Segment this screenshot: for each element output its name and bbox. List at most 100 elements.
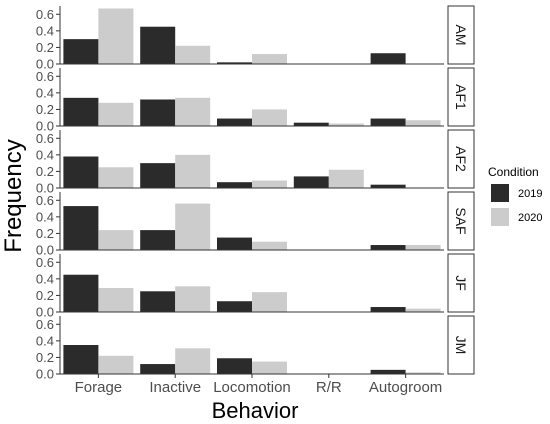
bar-af2-2019-rr [293,176,329,188]
facet-panel-af2: 0.0 0.2 0.40.6 AF2 [36,129,475,196]
y-tick-label: 0.0 [36,57,54,72]
x-axis-title: Behavior [212,398,299,423]
y-axis-title: Frequency [0,139,27,252]
bar-af2-2019-inactive [140,163,176,188]
y-tick-label: 0.4 [36,85,54,100]
y-tick-label: 0.4 [36,271,54,286]
facet-panel-jm: 0.0 0.2 0.40.6 JM [36,315,475,382]
bar-af2-2020-inactive [175,154,211,188]
x-tick-label: Forage [75,379,123,396]
bar-jm-2020-forage [98,355,134,374]
y-tick-label: 0.4 [36,209,54,224]
bar-saf-2019-forage [63,206,99,250]
y-tick-label: 0.2 [36,40,54,55]
facet-strip [447,315,475,375]
bar-jf-2019-forage [63,274,99,312]
bar-jf-2019-autogroom [370,307,406,312]
facet-panel-jf: 0.0 0.2 0.40.6 JF [36,253,475,320]
y-tick-label: 0.6 [36,193,54,208]
y-tick-label: 0.2 [36,102,54,117]
bar-af1-2019-locomotion [217,118,252,126]
bar-jf-2020-locomotion [252,292,287,312]
y-tick-label: 0.4 [36,147,54,162]
facet-panel-af1: 0.0 0.2 0.40.6 AF1 [36,67,475,134]
bar-am-2019-autogroom [370,53,406,64]
bar-am-2019-locomotion [217,62,252,64]
bar-af1-2019-rr [293,122,329,126]
y-tick-label: 0.2 [36,350,54,365]
bar-jf-2019-inactive [140,291,176,312]
legend-key-2020 [491,208,509,226]
bar-saf-2019-locomotion [217,237,252,250]
legend-title: Condition [488,165,539,179]
legend: Condition 2019 2020 [488,165,542,226]
legend-label: 2019 [518,188,542,200]
legend-label: 2020 [518,212,542,224]
facet-strip-label: SAF [453,207,469,234]
bar-jm-2020-inactive [175,348,211,374]
bar-af1-2020-autogroom [405,120,441,126]
y-tick-label: 0.6 [36,317,54,332]
facet-strip [447,67,475,127]
bar-af2-2019-autogroom [370,184,406,188]
bar-af1-2019-autogroom [370,118,406,126]
bar-jm-2019-autogroom [370,369,406,374]
facet-strip [447,5,475,65]
bar-saf-2020-locomotion [252,241,287,250]
y-tick-label: 0.0 [36,181,54,196]
bar-af1-2020-rr [328,123,364,126]
bar-jm-2020-autogroom [405,372,441,374]
y-tick-label: 0.6 [36,255,54,270]
y-tick-label: 0.2 [36,164,54,179]
legend-key-2019 [491,184,509,202]
facet-panel-am: 0.0 0.2 0.40.6 AM [36,5,475,72]
y-tick-label: 0.0 [36,243,54,258]
bar-af1-2020-locomotion [252,109,287,126]
facet-strip-label: JM [453,336,469,355]
bar-saf-2019-autogroom [370,245,406,250]
x-tick-label: Locomotion [213,379,291,396]
bar-am-2019-inactive [140,26,176,64]
bar-af2-2019-locomotion [217,182,252,188]
bar-am-2020-inactive [175,45,211,64]
bar-af1-2020-inactive [175,97,211,126]
x-tick-label: Inactive [149,379,201,396]
bar-af2-2020-forage [98,167,134,188]
bar-jm-2019-forage [63,345,99,374]
facet-panel-saf: 0.0 0.2 0.40.6 SAF [36,191,475,258]
bar-af1-2019-forage [63,97,99,126]
y-tick-label: 0.2 [36,288,54,303]
bar-jf-2020-autogroom [405,308,441,312]
y-tick-label: 0.0 [36,305,54,320]
bar-am-2019-forage [63,39,99,64]
bar-af2-2019-forage [63,156,99,188]
bar-am-2020-locomotion [252,54,287,64]
facet-strip [447,253,475,313]
bar-af2-2020-rr [328,169,364,188]
facet-strip [447,129,475,189]
bar-jm-2020-locomotion [252,361,287,374]
y-tick-label: 0.4 [36,333,54,348]
bar-am-2020-forage [98,8,134,64]
bar-af1-2020-forage [98,102,134,126]
facet-strip-label: AF2 [453,146,469,172]
x-axis-ticks: Forage Inactive Locomotion R/R Autogroom [75,374,442,396]
y-tick-label: 0.2 [36,226,54,241]
facet-strip-label: AF1 [453,84,469,110]
bar-af2-2020-locomotion [252,180,287,188]
y-tick-label: 0.0 [36,367,54,382]
bar-saf-2020-forage [98,230,134,250]
bar-jf-2020-inactive [175,286,211,312]
y-tick-label: 0.4 [36,23,54,38]
facet-panels: 0.00.20.40.6AM0.00.20.40.6AF10.00.20.40.… [36,5,475,382]
facet-strip-label: JF [453,275,469,291]
bar-saf-2020-autogroom [405,245,441,250]
x-tick-label: Autogroom [369,379,442,396]
facet-strip [447,191,475,251]
bar-saf-2019-inactive [140,230,176,250]
bar-jm-2019-locomotion [217,358,252,374]
bar-af1-2019-inactive [140,99,176,126]
y-tick-label: 0.6 [36,131,54,146]
bar-jm-2019-inactive [140,364,176,374]
